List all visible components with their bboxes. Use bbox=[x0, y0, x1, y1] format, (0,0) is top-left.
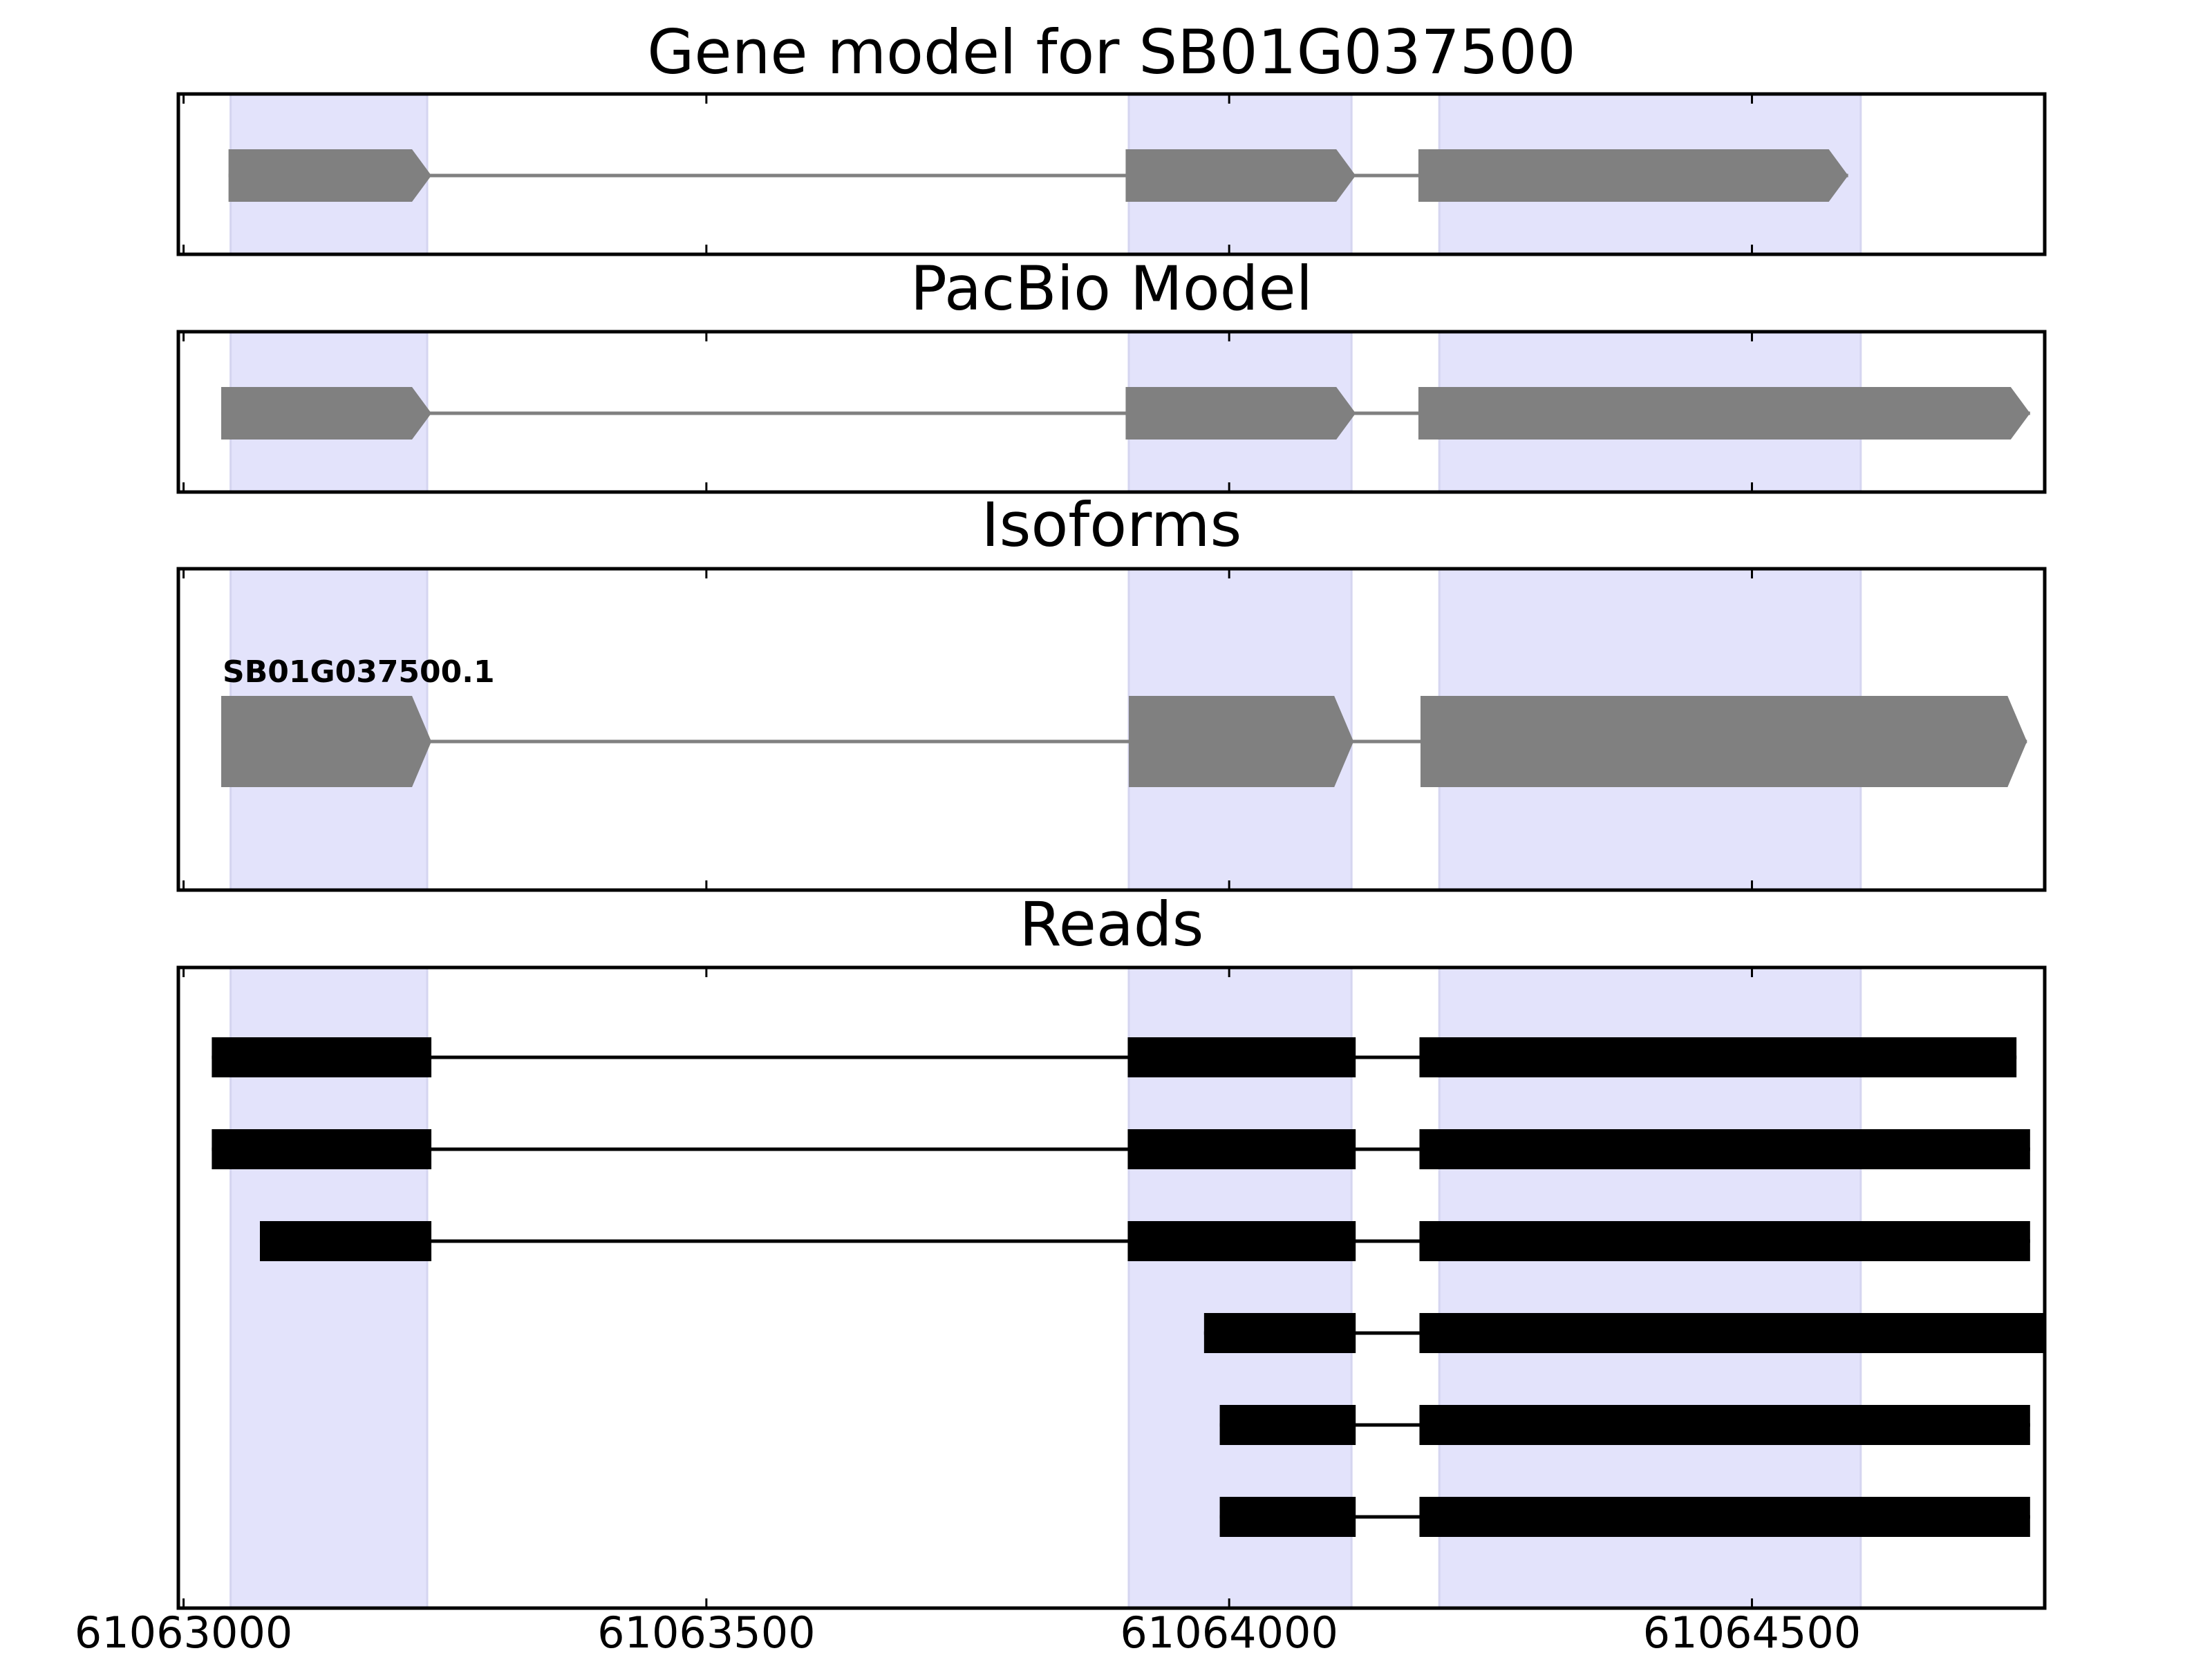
panel-frame-3 bbox=[176, 567, 2047, 892]
read-exon-3-3 bbox=[1419, 1221, 2030, 1261]
exon-arrow-3-1-1 bbox=[221, 696, 432, 787]
read-exon-1-1 bbox=[212, 1037, 432, 1077]
x-tick-label: 61063500 bbox=[597, 1607, 816, 1658]
exon-arrow-2-1-1 bbox=[221, 387, 432, 440]
panel-frame-4 bbox=[176, 965, 2047, 1610]
exon-arrow-2-1-3 bbox=[1418, 387, 2030, 440]
x-tick-label: 61063000 bbox=[75, 1607, 293, 1658]
read-exon-4-1 bbox=[1203, 1313, 1356, 1353]
read-exon-2-3 bbox=[1419, 1129, 2030, 1169]
panel-frame-1 bbox=[176, 92, 2047, 256]
exon-arrow-1-1-1 bbox=[228, 149, 432, 202]
read-exon-2-2 bbox=[1127, 1129, 1356, 1169]
x-tick-label: 61064500 bbox=[1643, 1607, 1862, 1658]
exon-arrow-3-1-2 bbox=[1128, 696, 1354, 787]
panel-title: Gene model for SB01G037500 bbox=[647, 17, 1576, 88]
panel-title: PacBio Model bbox=[910, 253, 1313, 324]
exon-arrow-1-1-2 bbox=[1125, 149, 1356, 202]
read-exon-4-2 bbox=[1419, 1313, 2045, 1353]
read-exon-6-1 bbox=[1219, 1497, 1356, 1537]
exon-arrow-3-1-3 bbox=[1420, 696, 2027, 787]
read-exon-1-3 bbox=[1419, 1037, 2017, 1077]
panel-title: Isoforms bbox=[982, 489, 1242, 560]
isoform-label: SB01G037500.1 bbox=[223, 654, 495, 690]
read-exon-5-2 bbox=[1419, 1405, 2030, 1445]
read-exon-6-2 bbox=[1419, 1497, 2030, 1537]
exon-arrow-2-1-2 bbox=[1125, 387, 1356, 440]
x-tick-label: 61064000 bbox=[1120, 1607, 1338, 1658]
read-exon-1-2 bbox=[1127, 1037, 1356, 1077]
read-exon-5-1 bbox=[1219, 1405, 1356, 1445]
read-exon-2-1 bbox=[212, 1129, 432, 1169]
panel-frame-2 bbox=[176, 330, 2047, 494]
exon-arrow-1-1-3 bbox=[1418, 149, 1848, 202]
read-exon-3-2 bbox=[1127, 1221, 1356, 1261]
panel-title: Reads bbox=[1020, 889, 1204, 960]
read-exon-3-1 bbox=[259, 1221, 432, 1261]
